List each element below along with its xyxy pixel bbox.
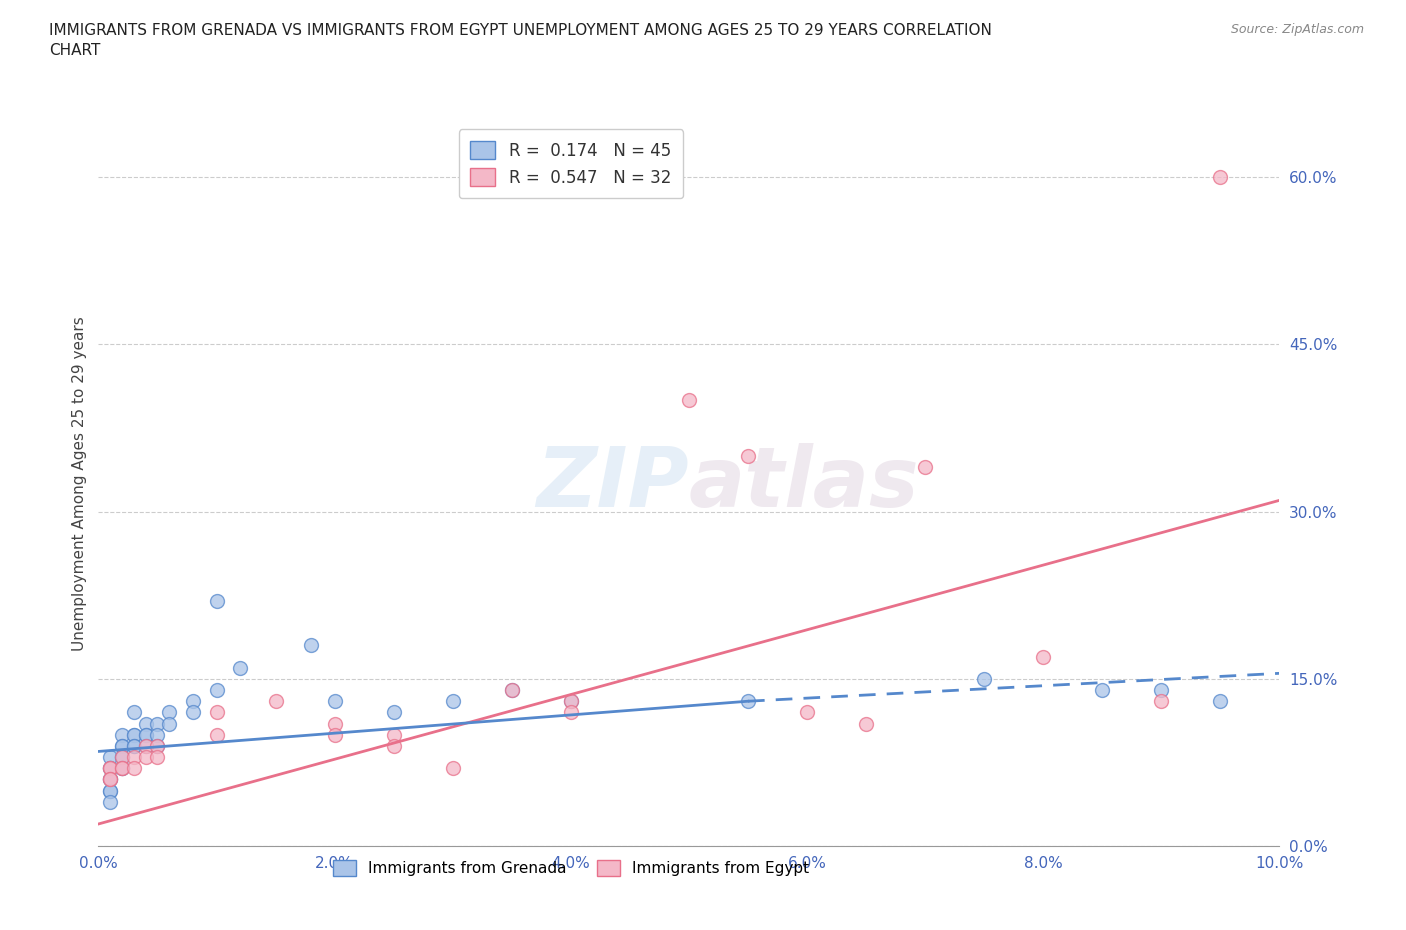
Point <box>122 727 145 742</box>
Point <box>1032 649 1054 664</box>
Point <box>441 761 464 776</box>
Point <box>382 738 405 753</box>
Point <box>560 694 582 709</box>
Point <box>135 727 157 742</box>
Point <box>146 727 169 742</box>
Point <box>98 794 121 809</box>
Point <box>111 750 134 764</box>
Text: Source: ZipAtlas.com: Source: ZipAtlas.com <box>1230 23 1364 36</box>
Point <box>111 738 134 753</box>
Point <box>181 694 204 709</box>
Point <box>737 694 759 709</box>
Point <box>1150 683 1173 698</box>
Point <box>1150 694 1173 709</box>
Point <box>111 761 134 776</box>
Point <box>122 705 145 720</box>
Point <box>111 750 134 764</box>
Point <box>135 716 157 731</box>
Point <box>135 750 157 764</box>
Point <box>98 772 121 787</box>
Point <box>98 772 121 787</box>
Point <box>323 716 346 731</box>
Point <box>441 694 464 709</box>
Point <box>111 727 134 742</box>
Point <box>98 761 121 776</box>
Point <box>111 750 134 764</box>
Point <box>382 727 405 742</box>
Point <box>678 392 700 407</box>
Point <box>146 738 169 753</box>
Point <box>855 716 877 731</box>
Point <box>299 638 322 653</box>
Point <box>111 738 134 753</box>
Point <box>135 738 157 753</box>
Point <box>146 716 169 731</box>
Text: atlas: atlas <box>689 443 920 525</box>
Point <box>796 705 818 720</box>
Point <box>560 694 582 709</box>
Point <box>1209 694 1232 709</box>
Point <box>1209 169 1232 184</box>
Point <box>501 683 523 698</box>
Point <box>98 783 121 798</box>
Point <box>135 738 157 753</box>
Point <box>737 448 759 463</box>
Point <box>560 705 582 720</box>
Point <box>264 694 287 709</box>
Point <box>98 761 121 776</box>
Point <box>323 694 346 709</box>
Point <box>914 459 936 474</box>
Legend: Immigrants from Grenada, Immigrants from Egypt: Immigrants from Grenada, Immigrants from… <box>326 854 815 883</box>
Point <box>382 705 405 720</box>
Text: IMMIGRANTS FROM GRENADA VS IMMIGRANTS FROM EGYPT UNEMPLOYMENT AMONG AGES 25 TO 2: IMMIGRANTS FROM GRENADA VS IMMIGRANTS FR… <box>49 23 993 58</box>
Point <box>111 761 134 776</box>
Point <box>501 683 523 698</box>
Point <box>146 738 169 753</box>
Point <box>205 705 228 720</box>
Point <box>205 727 228 742</box>
Point <box>122 738 145 753</box>
Point <box>122 750 145 764</box>
Point <box>205 593 228 608</box>
Point <box>157 716 180 731</box>
Point <box>229 660 252 675</box>
Point <box>98 750 121 764</box>
Point <box>122 761 145 776</box>
Point <box>98 772 121 787</box>
Point <box>157 705 180 720</box>
Point <box>323 727 346 742</box>
Point <box>98 783 121 798</box>
Point <box>181 705 204 720</box>
Point <box>111 761 134 776</box>
Point <box>98 761 121 776</box>
Point <box>973 671 995 686</box>
Point <box>146 750 169 764</box>
Point <box>135 727 157 742</box>
Y-axis label: Unemployment Among Ages 25 to 29 years: Unemployment Among Ages 25 to 29 years <box>72 316 87 651</box>
Point <box>98 761 121 776</box>
Text: ZIP: ZIP <box>536 443 689 525</box>
Point <box>205 683 228 698</box>
Point <box>122 727 145 742</box>
Point <box>122 738 145 753</box>
Point <box>98 772 121 787</box>
Point <box>111 761 134 776</box>
Point <box>1091 683 1114 698</box>
